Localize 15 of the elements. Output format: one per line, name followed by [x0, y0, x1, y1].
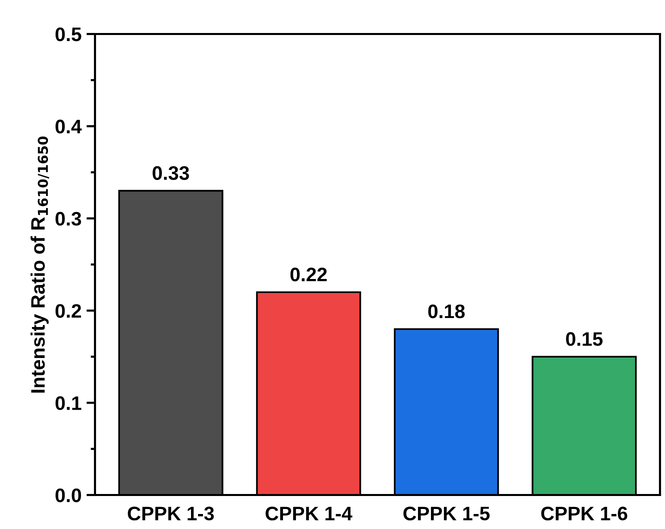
y-tick-label: 0.5	[56, 27, 82, 42]
x-tick-label: CPPK 1-3	[128, 506, 214, 520]
y-tick-label: 0.2	[56, 304, 82, 318]
y-tick-label: 0.0	[56, 488, 82, 502]
y-tick-label: 0.3	[56, 212, 82, 226]
y-tick-label: 0.4	[56, 120, 82, 134]
y-tick-label: 0.1	[56, 396, 82, 410]
y-axis-title: Intensity Ratio of R$_{1610/1650}$	[30, 136, 50, 393]
x-tick-label: CPPK 1-5	[403, 506, 490, 520]
data-label: 0.18	[428, 304, 465, 318]
data-label: 0.33	[152, 166, 190, 180]
data-label: 0.22	[290, 268, 327, 282]
x-tick-label: CPPK 1-4	[266, 506, 352, 520]
data-label: 0.15	[566, 332, 603, 346]
x-tick-label: CPPK 1-6	[541, 506, 628, 520]
